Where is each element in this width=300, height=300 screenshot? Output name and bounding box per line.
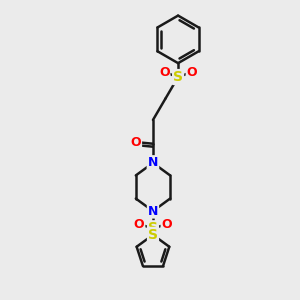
Text: S: S: [148, 221, 158, 235]
Text: O: O: [187, 66, 197, 79]
Text: S: S: [148, 228, 158, 242]
Text: O: O: [161, 218, 172, 231]
Text: N: N: [148, 156, 158, 170]
Text: O: O: [159, 66, 169, 79]
Text: N: N: [148, 156, 158, 170]
Text: S: S: [173, 70, 183, 84]
Text: O: O: [134, 218, 144, 231]
Text: N: N: [148, 205, 158, 218]
Text: O: O: [130, 136, 141, 148]
